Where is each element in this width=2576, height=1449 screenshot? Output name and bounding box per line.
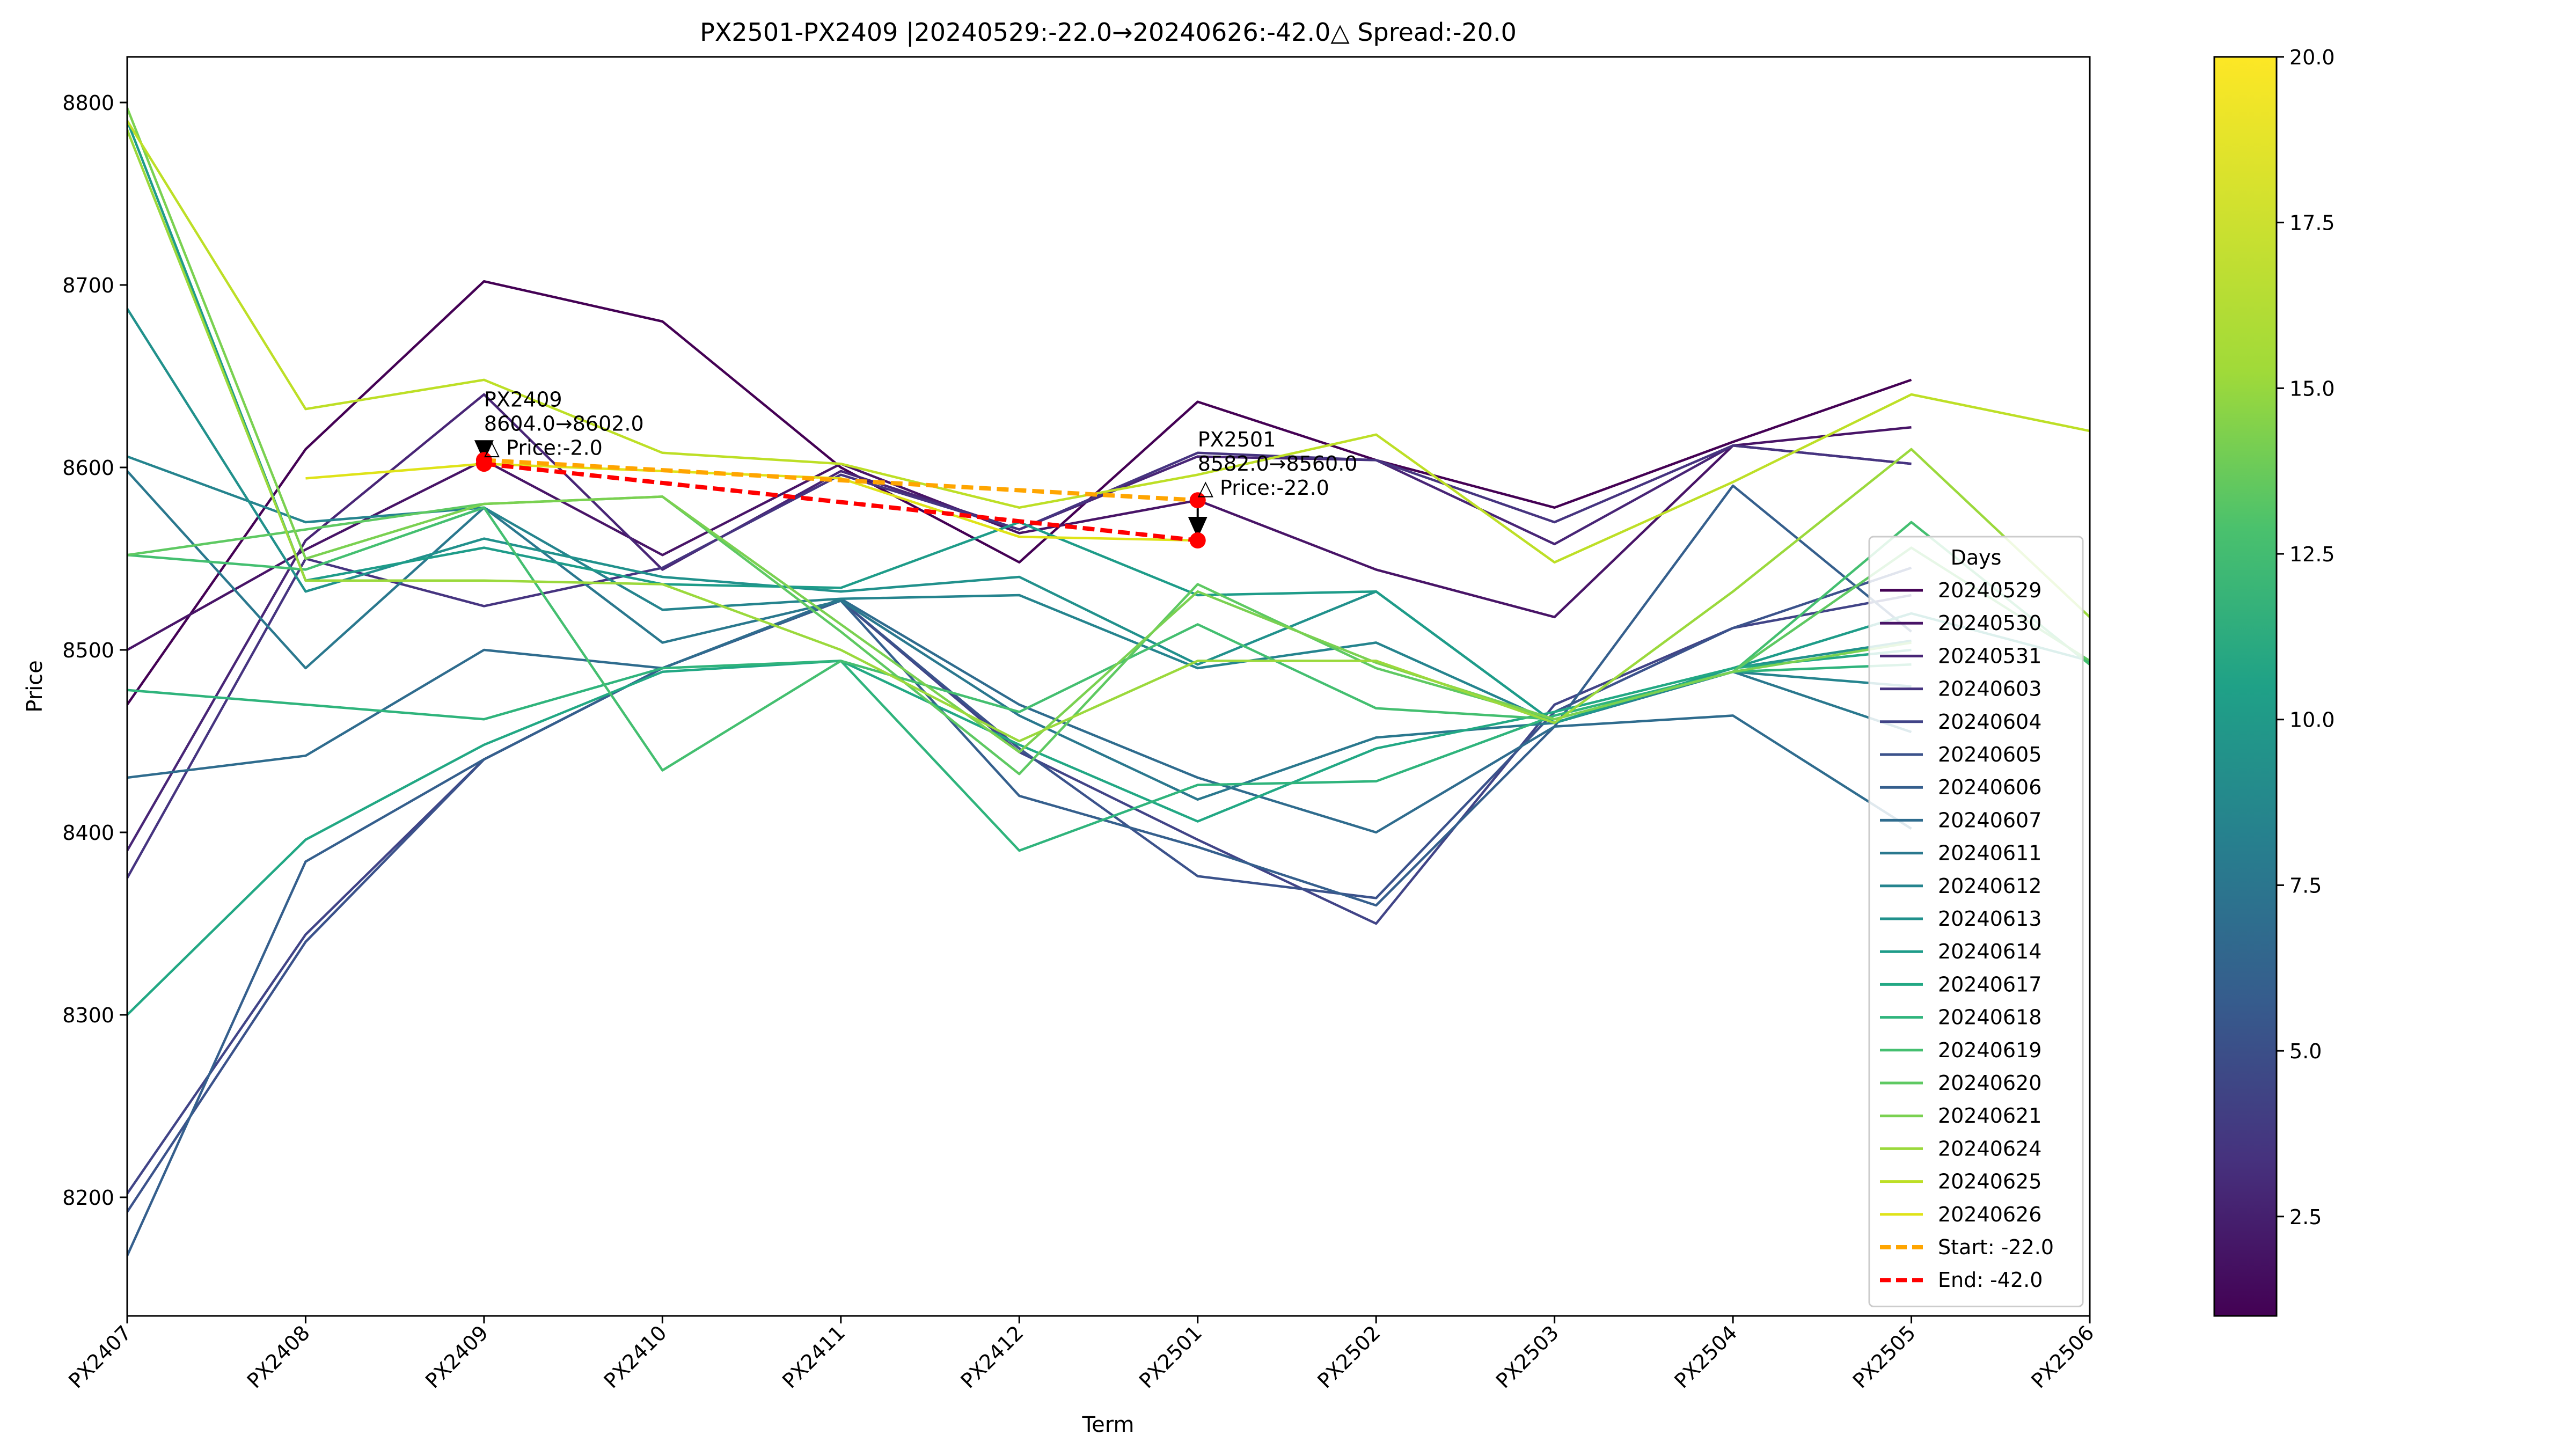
x-tick-label: PX2501 bbox=[1135, 1321, 1206, 1393]
series-line-20240614 bbox=[127, 120, 2090, 724]
legend-label: 20240607 bbox=[1938, 808, 2041, 832]
colorbar-tick-label: 5.0 bbox=[2289, 1040, 2322, 1063]
y-tick-label: 8200 bbox=[62, 1186, 114, 1210]
x-tick-label: PX2410 bbox=[599, 1321, 671, 1393]
series-line-20240618 bbox=[127, 660, 1912, 852]
legend-label: 20240530 bbox=[1938, 611, 2041, 635]
plot-area bbox=[126, 56, 2091, 1317]
y-tick-label: 8500 bbox=[62, 639, 114, 662]
colorbar-tick-label: 7.5 bbox=[2289, 874, 2322, 897]
series-line-20240619 bbox=[127, 506, 2090, 772]
legend-label: End: -42.0 bbox=[1938, 1268, 2043, 1292]
legend-label: 20240603 bbox=[1938, 677, 2041, 701]
x-tick-label: PX2409 bbox=[421, 1321, 493, 1393]
legend-label: 20240624 bbox=[1938, 1137, 2041, 1160]
colorbar-tick-label: 10.0 bbox=[2289, 708, 2335, 732]
annotation-text: 8604.0→8602.0 bbox=[484, 412, 644, 435]
highlight-line bbox=[484, 462, 1198, 543]
colorbar-tick-label: 20.0 bbox=[2289, 46, 2335, 69]
series-line-20240617 bbox=[127, 648, 1912, 1016]
y-tick-label: 8800 bbox=[62, 91, 114, 115]
legend-label: 20240617 bbox=[1938, 972, 2041, 996]
y-tick-label: 8400 bbox=[62, 821, 114, 845]
colorbar-tick-label: 12.5 bbox=[2289, 543, 2335, 566]
end-marker bbox=[475, 456, 492, 472]
annotation-text: PX2501 bbox=[1198, 428, 1276, 451]
legend-label: 20240531 bbox=[1938, 644, 2041, 668]
highlight-line bbox=[484, 458, 1198, 503]
series-line-20240621 bbox=[127, 107, 1912, 753]
legend-label: 20240618 bbox=[1938, 1006, 2041, 1029]
colorbar-tick-label: 17.5 bbox=[2289, 211, 2335, 235]
series-line-20240605 bbox=[127, 566, 1912, 1213]
start-marker bbox=[1189, 492, 1206, 509]
series-line-20240625 bbox=[127, 120, 2090, 564]
y-tick-label: 8300 bbox=[62, 1004, 114, 1027]
colorbar-tick-label: 15.0 bbox=[2289, 377, 2335, 400]
legend-label: 20240605 bbox=[1938, 743, 2041, 766]
annotation-text: △ Price:-2.0 bbox=[484, 436, 603, 459]
legend-label: 20240621 bbox=[1938, 1104, 2041, 1128]
series-line-20240624 bbox=[127, 129, 2090, 743]
legend-label: 20240612 bbox=[1938, 874, 2041, 898]
series-line-20240612 bbox=[127, 455, 1912, 724]
legend-label: 20240604 bbox=[1938, 710, 2041, 734]
x-tick-label: PX2407 bbox=[64, 1321, 136, 1393]
x-axis-label: Term bbox=[1082, 1413, 1135, 1437]
legend-label: 20240620 bbox=[1938, 1071, 2041, 1095]
change-arrow-head bbox=[474, 440, 494, 462]
annotation-text: PX2409 bbox=[484, 387, 562, 411]
x-tick-label: PX2411 bbox=[778, 1321, 850, 1393]
series-line-20240531 bbox=[127, 393, 1912, 852]
chart-title: PX2501-PX2409 |20240529:-22.0→20240626:-… bbox=[700, 18, 1517, 47]
y-tick-label: 8700 bbox=[62, 274, 114, 297]
x-tick-label: PX2505 bbox=[1848, 1321, 1920, 1393]
legend-label: 20240626 bbox=[1938, 1203, 2041, 1226]
legend-label: 20240611 bbox=[1938, 841, 2041, 865]
legend-title: Days bbox=[1951, 546, 2002, 569]
change-arrow-head bbox=[1188, 517, 1208, 538]
legend-label: 20240619 bbox=[1938, 1038, 2041, 1062]
x-tick-label: PX2503 bbox=[1491, 1321, 1563, 1393]
legend-label: Start: -22.0 bbox=[1938, 1235, 2054, 1259]
end-marker bbox=[1189, 532, 1206, 548]
x-tick-label: PX2408 bbox=[243, 1321, 314, 1393]
legend-label: 20240625 bbox=[1938, 1170, 2041, 1194]
legend-label: 20240606 bbox=[1938, 775, 2041, 799]
series-line-20240604 bbox=[127, 594, 1912, 1195]
series-line-20240606 bbox=[127, 484, 1912, 1256]
colorbar-tick-label: 2.5 bbox=[2289, 1205, 2322, 1229]
legend-label: 20240614 bbox=[1938, 940, 2041, 963]
y-axis-label: Price bbox=[23, 660, 47, 713]
legend bbox=[1868, 536, 2084, 1307]
y-tick-label: 8600 bbox=[62, 456, 114, 480]
x-tick-label: PX2506 bbox=[2026, 1321, 2098, 1393]
x-tick-label: PX2502 bbox=[1313, 1321, 1385, 1393]
series-line-20240620 bbox=[127, 495, 2090, 775]
annotation-text: 8582.0→8560.0 bbox=[1198, 452, 1358, 475]
annotation-text: △ Price:-22.0 bbox=[1198, 476, 1329, 500]
series-line-20240603 bbox=[127, 444, 1912, 879]
x-tick-label: PX2504 bbox=[1670, 1321, 1741, 1393]
colorbar bbox=[2213, 56, 2278, 1317]
x-tick-label: PX2412 bbox=[956, 1321, 1028, 1393]
legend-label: 20240613 bbox=[1938, 907, 2041, 931]
series-line-20240607 bbox=[127, 597, 1912, 834]
legend-label: 20240529 bbox=[1938, 579, 2041, 602]
series-line-20240529 bbox=[127, 280, 1912, 706]
series-line-20240530 bbox=[127, 426, 1912, 651]
